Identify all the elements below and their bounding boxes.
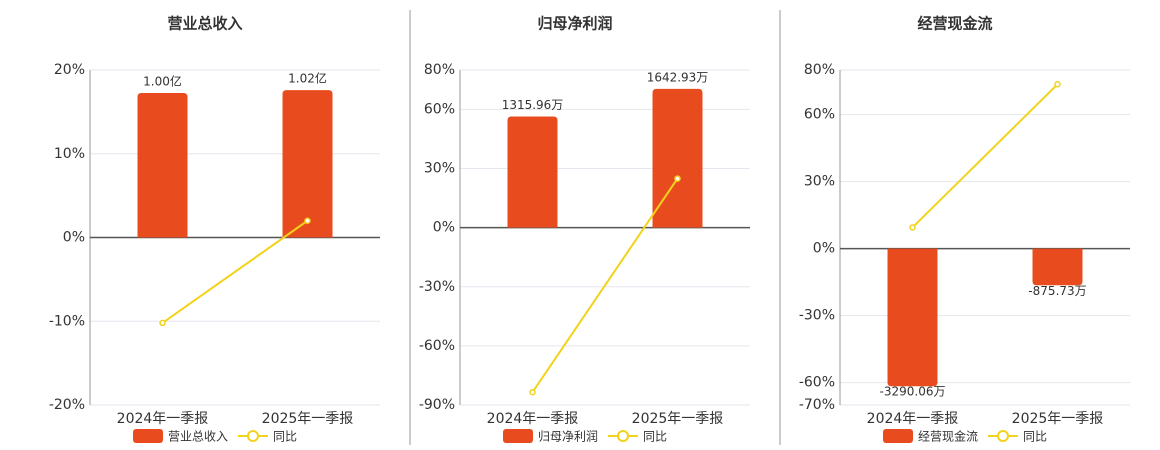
x-tick-label: 2024年一季报 — [867, 411, 959, 427]
y-tick-label: -30% — [419, 279, 455, 295]
value-label: 1315.96万 — [502, 98, 564, 112]
bar — [282, 90, 333, 238]
legend-label: 同比 — [1023, 430, 1047, 444]
x-tick-label: 2024年一季报 — [487, 411, 579, 427]
y-tick-label: 60% — [804, 107, 835, 123]
bar — [887, 248, 938, 387]
legend-swatch — [133, 429, 163, 443]
legend-label: 同比 — [273, 430, 297, 444]
yoy-point — [909, 224, 916, 231]
chart-title: 营业总收入 — [167, 15, 242, 33]
legend-marker — [617, 430, 629, 442]
legend-label: 营业总收入 — [168, 430, 228, 444]
legend-swatch — [883, 429, 913, 443]
y-tick-label: -70% — [799, 397, 835, 413]
y-tick-label: 10% — [54, 146, 85, 162]
y-tick-label: 80% — [424, 62, 455, 78]
y-tick-label: 0% — [813, 241, 835, 257]
x-tick-label: 2025年一季报 — [632, 411, 724, 427]
yoy-point — [529, 388, 536, 396]
x-tick-label: 2024年一季报 — [117, 411, 209, 427]
legend-swatch — [503, 429, 533, 443]
y-tick-label: -60% — [799, 375, 835, 391]
x-tick-label: 2025年一季报 — [1012, 411, 1104, 427]
y-tick-label: 60% — [424, 101, 455, 117]
yoy-line — [161, 219, 309, 324]
y-tick-label: -60% — [419, 338, 455, 354]
chart-title: 经营现金流 — [917, 15, 992, 33]
y-tick-label: 0% — [433, 220, 455, 236]
yoy-line — [531, 178, 679, 393]
y-tick-label: -20% — [49, 397, 85, 413]
y-tick-label: 30% — [804, 174, 835, 190]
chart-title: 归母净利润 — [537, 15, 612, 33]
legend-marker — [247, 430, 259, 442]
bar — [652, 88, 703, 228]
yoy-point — [304, 217, 311, 224]
yoy-point — [1054, 81, 1061, 88]
y-tick-label: -90% — [419, 397, 455, 413]
value-label: 1.00亿 — [143, 73, 182, 88]
legend-marker — [997, 430, 1009, 442]
legend-label: 同比 — [643, 430, 667, 444]
y-tick-label: -10% — [49, 313, 85, 329]
legend-label: 归母净利润 — [538, 430, 598, 444]
yoy-line — [911, 83, 1059, 229]
value-label: -875.73万 — [1028, 284, 1086, 298]
yoy-point — [159, 319, 166, 327]
y-tick-label: 20% — [54, 62, 85, 78]
y-tick-label: -30% — [799, 308, 835, 324]
bar — [1032, 248, 1083, 286]
y-tick-label: 80% — [804, 62, 835, 78]
x-tick-label: 2025年一季报 — [262, 411, 354, 427]
legend-label: 经营现金流 — [918, 429, 978, 444]
value-label: 1642.93万 — [647, 70, 709, 84]
bar — [137, 92, 188, 238]
value-label: -3290.06万 — [880, 385, 946, 399]
yoy-point — [674, 175, 681, 182]
y-tick-label: 30% — [424, 161, 455, 177]
y-tick-label: 0% — [63, 230, 85, 246]
bar — [507, 116, 558, 228]
value-label: 1.02亿 — [288, 71, 327, 86]
